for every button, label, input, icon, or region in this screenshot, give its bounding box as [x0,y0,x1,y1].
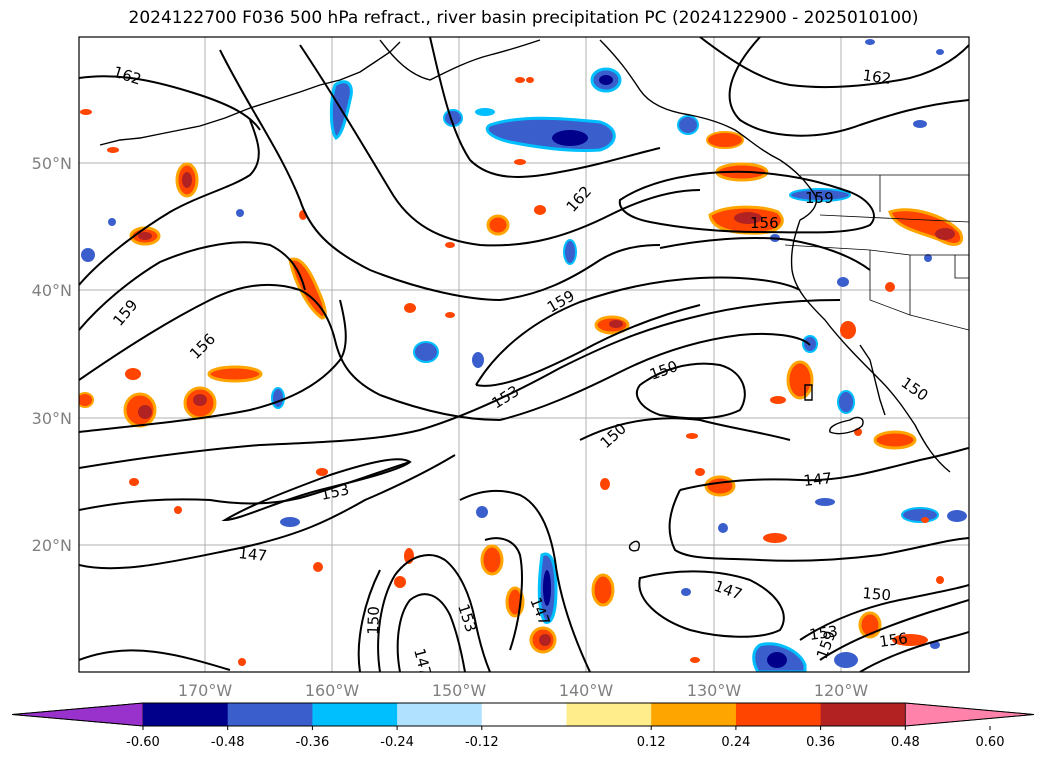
colorbar: -0.60 -0.48 -0.36 -0.24 -0.12 0.12 0.24 0.36 0.4… [11,702,1035,750]
map-title: 2024122700 F036 500 hPa refract., river … [128,8,919,28]
contour-label: 150 [364,606,383,635]
contour-label: 153 [808,622,839,644]
lon-label: 150°W [432,681,487,700]
state-borders [784,174,969,331]
positive-anomaly-patches [79,77,964,666]
contour-label: 147 [238,544,268,565]
colorbar-segment [143,703,229,726]
colorbar-tick-label: -0.12 [465,735,499,750]
contour-label: 156 [750,214,779,232]
contour-label: 147 [803,469,833,490]
colorbar-segment [735,703,822,726]
colorbar-tick-label: 0.60 [976,735,1005,750]
contour-label: 156 [878,629,909,651]
colorbar-tick-label: -0.24 [380,735,414,750]
colorbar-segment [481,703,567,726]
latitude-axis: 50°N 40°N 30°N 20°N [32,154,72,555]
colorbar-tick-label: -0.60 [126,735,160,750]
refractivity-contours [79,37,969,672]
colorbar-tick-label: 0.36 [806,735,835,750]
colorbar-tick-label: -0.36 [296,735,330,750]
colorbar-tick-label: 0.48 [891,735,920,750]
colorbar-segment [312,703,398,726]
colorbar-tick-label: 0.24 [721,735,750,750]
lon-label: 130°W [687,681,742,700]
colorbar-segments [11,702,1035,727]
negative-anomaly-patches [81,39,967,672]
colorbar-segment [820,703,906,726]
lon-label: 140°W [559,681,614,700]
contour-label: 162 [861,66,892,88]
colorbar-tick-label: 0.12 [637,735,666,750]
longitude-axis: 170°W 160°W 150°W 140°W 130°W 120°W [178,681,869,700]
coastlines [99,39,951,552]
lon-label: 160°W [305,681,360,700]
colorbar-ticks: -0.60 -0.48 -0.36 -0.24 -0.12 0.12 0.24 0.36 0.4… [126,726,1004,750]
colorbar-tick-label: -0.48 [211,735,245,750]
lat-label: 40°N [32,281,72,300]
lon-label: 170°W [178,681,233,700]
lat-label: 20°N [32,536,72,555]
colorbar-extension-left [11,702,144,727]
lat-label: 50°N [32,154,72,173]
precipitation-shading [79,39,967,672]
colorbar-segment [566,703,652,726]
colorbar-segment [651,703,737,726]
colorbar-extension-right [904,702,1035,727]
lat-label: 30°N [32,409,72,428]
contour-label: 153 [319,480,351,504]
lon-label: 120°W [814,681,869,700]
colorbar-segment [397,703,483,726]
contour-label: 150 [862,584,892,604]
colorbar-segment [227,703,313,726]
contour-label: 159 [805,189,834,207]
plot-frame [78,36,970,673]
